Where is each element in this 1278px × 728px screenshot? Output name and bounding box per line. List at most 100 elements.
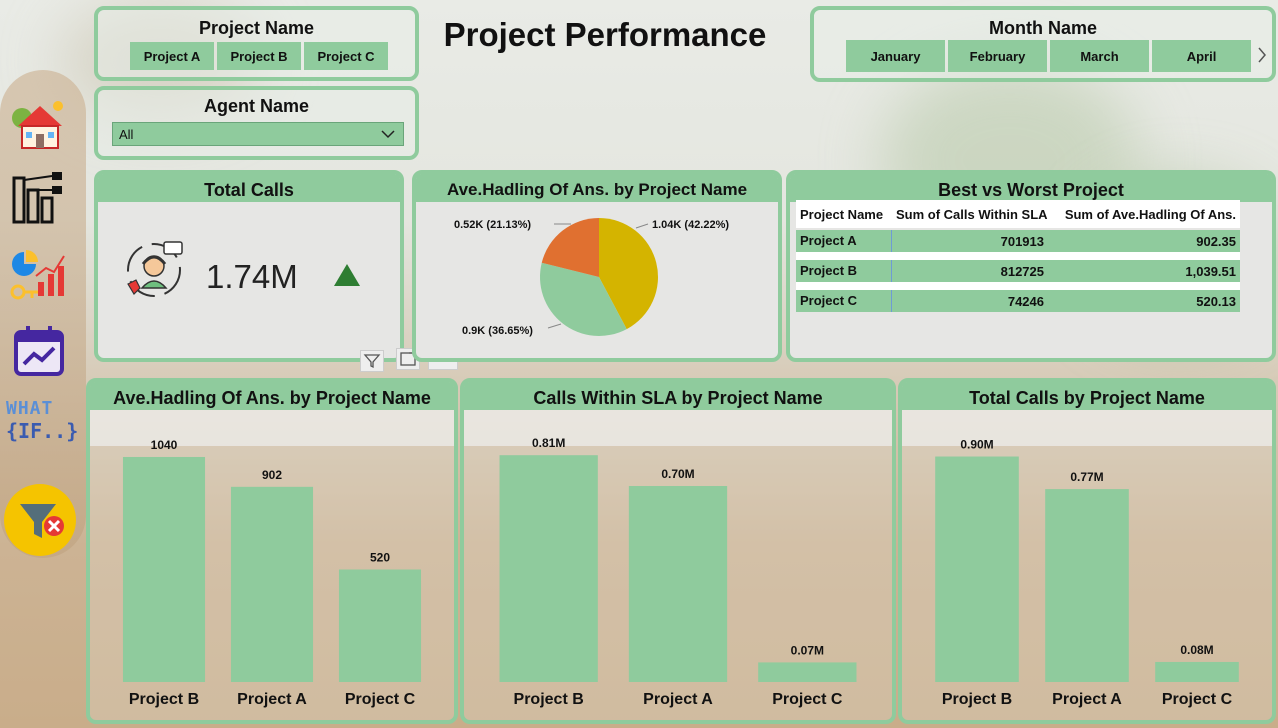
column-header[interactable]: Sum of Calls Within SLA <box>896 206 1048 222</box>
page-title: Project Performance <box>443 16 767 53</box>
trend-up-icon <box>334 264 360 286</box>
bar-chart-card-sla: Calls Within SLA by Project Name 0.81M Pr… <box>460 378 896 724</box>
row-separator <box>796 282 1240 290</box>
agent-dropdown[interactable]: All <box>112 122 404 146</box>
project-option-c[interactable]: Project C <box>304 42 388 70</box>
category-label: Project B <box>514 691 584 708</box>
agent-slicer-title: Agent Name <box>203 96 310 116</box>
best-worst-table: Project Name Sum of Calls Within SLA Sum… <box>796 200 1240 312</box>
home-icon[interactable] <box>8 92 68 152</box>
data-label: 0.90M <box>960 438 993 452</box>
bar[interactable] <box>1045 489 1129 682</box>
data-label: 0.81M <box>532 436 565 450</box>
data-label: 902 <box>262 468 282 482</box>
category-label: Project C <box>1162 691 1233 708</box>
pie-card: Ave.Hadling Of Ans. by Project Name 1.04… <box>412 170 782 362</box>
best-worst-title: Best vs Worst Project <box>938 180 1124 200</box>
data-label: 0.07M <box>791 643 824 657</box>
what-if-line1: WHAT <box>6 398 54 419</box>
chevron-right-icon[interactable] <box>1257 46 1267 64</box>
project-slicer-title: Project Name <box>198 18 315 38</box>
agent-dropdown-value: All <box>119 126 134 142</box>
table-cell: Project C <box>796 290 892 312</box>
chart-header-band <box>902 410 1272 446</box>
total-calls-value: 1.74M <box>206 258 298 295</box>
agent-slicer: Agent Name All <box>94 86 419 160</box>
table-cell: 520.13 <box>1196 293 1236 309</box>
month-option-april[interactable]: April <box>1152 40 1251 72</box>
filter-icon[interactable] <box>360 350 384 372</box>
chevron-down-icon <box>381 130 395 139</box>
bar[interactable] <box>935 456 1019 682</box>
bar[interactable] <box>628 486 728 682</box>
row-separator <box>796 252 1240 260</box>
month-option-march[interactable]: March <box>1050 40 1149 72</box>
category-label: Project A <box>1052 691 1122 708</box>
what-if-icon[interactable]: WHAT {IF..} <box>6 398 79 458</box>
pie-slice[interactable] <box>541 218 599 277</box>
best-worst-card: Best vs Worst Project Project Name Sum o… <box>786 170 1276 362</box>
month-slicer-title: Month Name <box>989 18 1097 38</box>
data-label: 0.70M <box>661 467 694 481</box>
project-slicer: Project Name Project A Project B Project… <box>94 6 419 81</box>
month-option-february[interactable]: February <box>948 40 1047 72</box>
category-label: Project B <box>129 691 199 708</box>
pie-title: Ave.Hadling Of Ans. by Project Name <box>446 180 748 199</box>
category-label: Project A <box>643 691 713 708</box>
bar[interactable] <box>338 569 422 682</box>
clear-filter-icon[interactable] <box>4 484 76 556</box>
what-if-line2: {IF..} <box>6 419 79 443</box>
category-label: Project C <box>772 691 843 708</box>
table-cell: Project A <box>796 230 892 252</box>
column-header[interactable]: Project Name <box>800 206 884 222</box>
table-cell: 1,039.51 <box>1185 263 1236 279</box>
column-header[interactable]: Sum of Ave.Hadling Of Ans. <box>1064 206 1236 222</box>
table-cell: Project B <box>796 260 892 282</box>
card-header <box>464 382 892 410</box>
pie-slice[interactable] <box>540 262 627 336</box>
data-label: 520 <box>370 550 390 564</box>
pie-label-a: 1.04K (42.22%) <box>652 219 729 231</box>
project-option-a[interactable]: Project A <box>130 42 214 70</box>
bar[interactable] <box>1155 661 1239 682</box>
category-label: Project A <box>237 691 307 708</box>
bar[interactable] <box>230 486 314 682</box>
bar-chart-card-handling: Ave.Hadling Of Ans. by Project Name 1040… <box>86 378 458 724</box>
pie-slice[interactable] <box>599 218 658 330</box>
chart-header-band <box>90 410 454 446</box>
bar[interactable] <box>499 455 598 682</box>
chart-header-band <box>464 410 892 446</box>
bar-chart-title: Total Calls by Project Name <box>969 388 1205 408</box>
table-cell: 902.35 <box>1196 233 1236 249</box>
table-cell: 812725 <box>1000 263 1044 279</box>
bar-chart-title: Ave.Hadling Of Ans. by Project Name <box>113 388 431 408</box>
call-agent-icon <box>127 241 183 297</box>
data-label: 0.77M <box>1070 470 1103 484</box>
bar[interactable] <box>122 456 206 682</box>
analytics-icon[interactable] <box>8 246 68 306</box>
pie-chart: 1.04K (42.22%) 0.9K (36.65%) 0.52K (21.1… <box>454 218 729 337</box>
table-cell: 74246 <box>1007 293 1044 309</box>
calendar-trend-icon[interactable] <box>8 322 68 382</box>
bar-chart: 1040 Project B 902 Project A 520 Project C <box>122 438 422 708</box>
card-header <box>790 174 1272 202</box>
bar-chart-title: Calls Within SLA by Project Name <box>533 388 823 408</box>
month-option-january[interactable]: January <box>846 40 945 72</box>
bar-chart: 0.81M Project B 0.70M Project A 0.07M Project… <box>499 436 857 708</box>
table-row[interactable]: Project C 74246 520.13 <box>796 290 1240 312</box>
data-label: 1040 <box>151 438 178 452</box>
table-row[interactable]: Project A 701913 902.35 <box>796 230 1240 252</box>
total-calls-title: Total Calls <box>204 180 294 200</box>
org-chart-icon[interactable] <box>8 168 68 228</box>
bar-chart-card-total: Total Calls by Project Name 0.90M Project… <box>898 378 1276 724</box>
pie-label-b: 0.9K (36.65%) <box>462 325 533 337</box>
project-option-b[interactable]: Project B <box>217 42 301 70</box>
bar-chart: 0.90M Project B 0.77M Project A 0.08M Project… <box>935 438 1239 708</box>
data-label: 0.08M <box>1180 643 1213 657</box>
card-header <box>98 174 400 202</box>
pie-label-c: 0.52K (21.13%) <box>454 219 531 231</box>
table-row[interactable]: Project B 812725 1,039.51 <box>796 260 1240 282</box>
bar[interactable] <box>758 662 857 682</box>
left-nav: WHAT {IF..} <box>0 70 86 558</box>
card-header <box>416 174 778 202</box>
